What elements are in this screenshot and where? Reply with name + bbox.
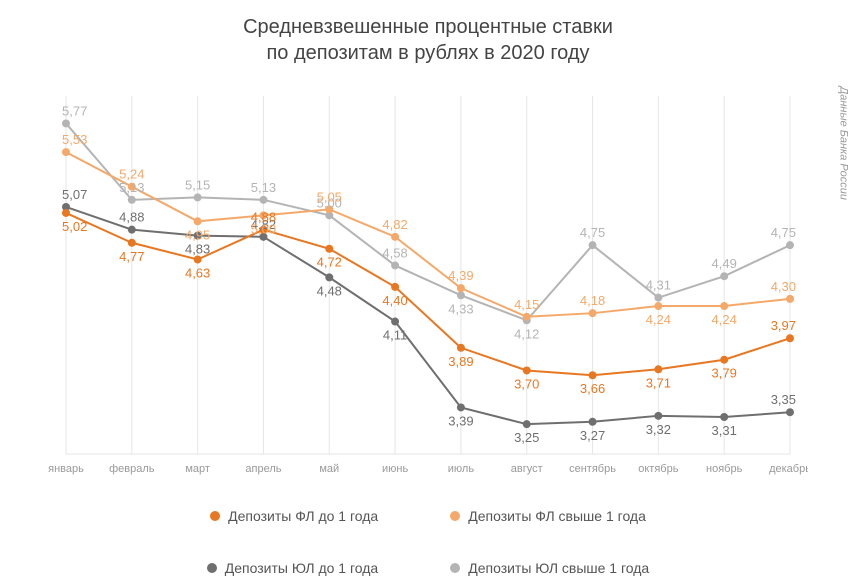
svg-text:4,48: 4,48 [317,283,342,298]
svg-text:3,79: 3,79 [712,366,737,381]
legend-item-fl-short: Депозиты ФЛ до 1 года [210,508,378,524]
svg-text:4,31: 4,31 [646,278,671,293]
svg-text:август: август [511,463,543,475]
legend-marker-icon [207,563,217,573]
svg-text:4,88: 4,88 [119,210,144,225]
svg-text:5,77: 5,77 [62,103,87,118]
legend-marker-icon [450,511,460,521]
svg-text:3,71: 3,71 [646,375,671,390]
svg-text:4,77: 4,77 [119,249,144,264]
svg-text:4,12: 4,12 [514,326,539,341]
svg-text:4,63: 4,63 [185,265,210,280]
svg-text:5,24: 5,24 [119,167,144,182]
svg-text:4,82: 4,82 [382,217,407,232]
svg-text:ноябрь: ноябрь [706,463,743,475]
chart-title: Средневзвешенные процентные ставки по де… [0,14,856,66]
svg-text:4,75: 4,75 [771,225,796,240]
svg-text:5,15: 5,15 [185,177,210,192]
svg-text:4,83: 4,83 [185,242,210,257]
svg-text:4,24: 4,24 [646,312,671,327]
svg-text:май: май [319,463,339,475]
legend-marker-icon [210,511,220,521]
svg-text:4,24: 4,24 [712,312,737,327]
svg-text:5,05: 5,05 [317,189,342,204]
svg-text:3,89: 3,89 [448,354,473,369]
plot-area: январь февраль март апрель май июнь июль август… [48,86,808,484]
chart-container: Средневзвешенные процентные ставки по де… [0,0,856,586]
svg-text:3,97: 3,97 [771,318,796,333]
svg-text:5,53: 5,53 [62,132,87,147]
legend-label: Депозиты ФЛ свыше 1 года [468,508,646,524]
svg-text:3,31: 3,31 [712,423,737,438]
legend-label: Депозиты ФЛ до 1 года [228,508,378,524]
legend-label: Депозиты ЮЛ свыше 1 года [468,560,649,576]
svg-text:октябрь: октябрь [638,463,678,475]
legend: Депозиты ФЛ до 1 года Депозиты ФЛ свыше … [0,508,856,576]
svg-text:4,39: 4,39 [448,268,473,283]
svg-text:5,13: 5,13 [119,180,144,195]
legend-row-2: Депозиты ЮЛ до 1 года Депозиты ЮЛ свыше … [207,560,649,576]
svg-text:сентябрь: сентябрь [569,463,616,475]
svg-text:март: март [185,463,210,475]
source-label: Данные Банка России [838,86,850,200]
svg-text:3,35: 3,35 [771,392,796,407]
legend-label: Депозиты ЮЛ до 1 года [225,560,378,576]
svg-text:5,07: 5,07 [62,187,87,202]
legend-item-ul-long: Депозиты ЮЛ свыше 1 года [450,560,649,576]
legend-marker-icon [450,563,460,573]
title-line-1: Средневзвешенные процентные ставки [0,14,856,40]
svg-text:4,33: 4,33 [448,301,473,316]
svg-text:январь: январь [48,463,84,475]
svg-text:4,75: 4,75 [580,225,605,240]
svg-text:4,11: 4,11 [383,328,407,343]
svg-text:4,30: 4,30 [771,279,796,294]
chart-svg: январь февраль март апрель май июнь июль август… [48,86,808,484]
svg-text:3,27: 3,27 [580,428,605,443]
legend-item-fl-long: Депозиты ФЛ свыше 1 года [450,508,646,524]
legend-row-1: Депозиты ФЛ до 1 года Депозиты ФЛ свыше … [210,508,646,524]
svg-text:июль: июль [448,463,475,475]
svg-text:апрель: апрель [245,463,281,475]
svg-text:4,18: 4,18 [580,293,605,308]
svg-text:февраль: февраль [109,463,155,475]
svg-text:4,40: 4,40 [382,293,407,308]
title-line-2: по депозитам в рублях в 2020 году [0,40,856,66]
svg-text:декабрь: декабрь [769,463,808,475]
svg-text:4,95: 4,95 [185,227,210,242]
svg-text:июнь: июнь [382,463,408,475]
svg-text:4,15: 4,15 [514,297,539,312]
svg-text:4,49: 4,49 [712,256,737,271]
svg-text:3,39: 3,39 [448,413,473,428]
svg-text:5,02: 5,02 [62,219,87,234]
svg-text:4,58: 4,58 [382,245,407,260]
svg-text:4,88: 4,88 [251,210,276,225]
svg-text:5,13: 5,13 [251,180,276,195]
svg-text:3,70: 3,70 [514,376,539,391]
legend-item-ul-short: Депозиты ЮЛ до 1 года [207,560,378,576]
svg-text:3,66: 3,66 [580,381,605,396]
svg-text:4,72: 4,72 [317,255,342,270]
svg-text:3,25: 3,25 [514,430,539,445]
svg-text:3,32: 3,32 [646,422,671,437]
